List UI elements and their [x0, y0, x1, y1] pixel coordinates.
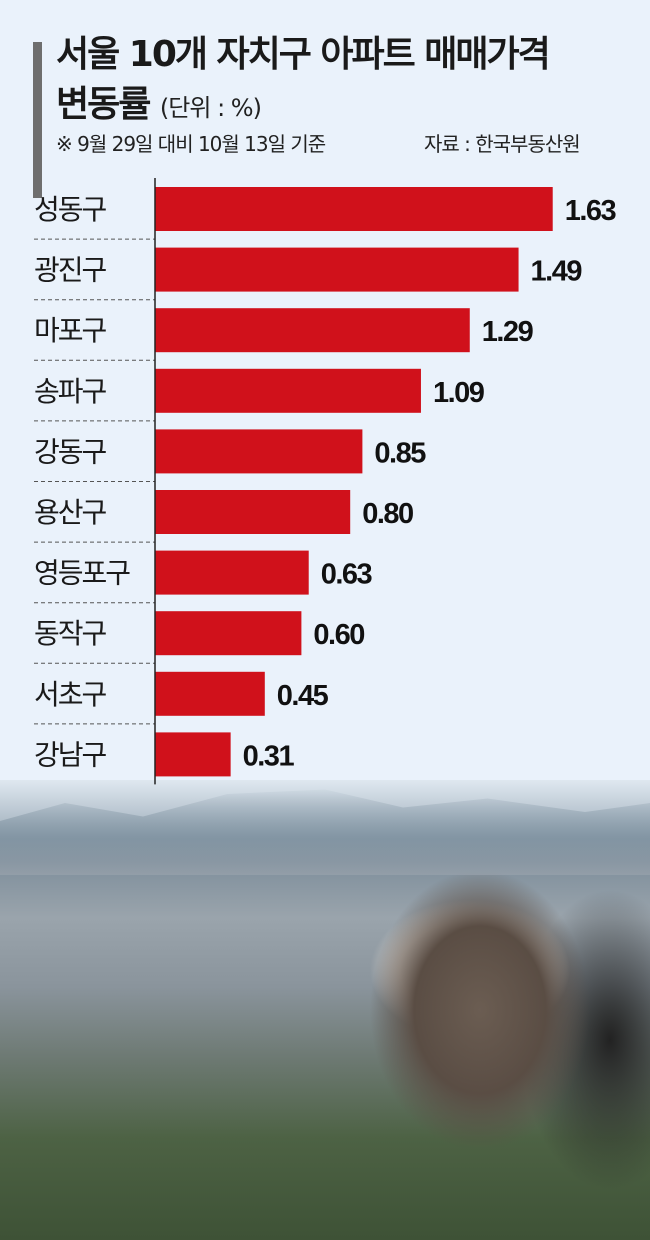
value-label: 0.80 — [362, 498, 413, 530]
date-note: ※ 9월 29일 대비 10월 13일 기준 — [56, 132, 326, 156]
bar-5 — [155, 429, 363, 474]
bar-9 — [155, 671, 265, 716]
category-label: 마포구 — [34, 314, 107, 347]
title-line2: 변동률 (단위 : %) — [56, 80, 549, 133]
category-label: 용산구 — [34, 496, 107, 529]
bar-6 — [155, 490, 351, 534]
chart-title: 서울 10개 자치구 아파트 매매가격 변동률 (단위 : %) — [56, 30, 551, 133]
source-note: 자료 : 한국부동산원 — [424, 132, 581, 156]
title-line1: 서울 10개 자치구 아파트 매매가격 — [56, 34, 551, 75]
title-line2-text: 변동률 — [56, 84, 151, 125]
bar-1 — [155, 187, 553, 231]
category-label: 성동구 — [34, 193, 107, 226]
value-label: 1.09 — [433, 377, 485, 409]
category-label: 강동구 — [34, 435, 107, 468]
category-label: 강남구 — [34, 738, 107, 771]
value-label: 0.45 — [277, 680, 329, 712]
bar-chart: 성동구 1.63 광진구 1.49 마포구 1.29 송파구 1.09 강동구 0.85 용산구 0.… — [34, 178, 618, 785]
bar-7 — [155, 550, 309, 595]
category-label: 서초구 — [34, 678, 107, 711]
category-label: 동작구 — [34, 617, 107, 650]
bar-3 — [155, 308, 470, 353]
bar-8 — [155, 611, 302, 656]
category-label: 광진구 — [34, 254, 107, 287]
unit-label: (단위 : %) — [159, 94, 262, 122]
title-accent-bar — [33, 42, 42, 198]
value-label: 0.31 — [243, 740, 295, 772]
bar-4 — [155, 368, 421, 413]
value-label: 1.63 — [565, 195, 617, 227]
category-label: 영등포구 — [34, 557, 130, 590]
value-label: 1.29 — [482, 316, 534, 348]
value-label: 0.63 — [321, 559, 373, 591]
value-label: 1.49 — [531, 256, 583, 288]
value-label: 0.85 — [374, 437, 426, 469]
bar-2 — [155, 247, 519, 292]
category-label: 송파구 — [34, 375, 107, 408]
value-label: 0.60 — [313, 619, 364, 651]
bar-10 — [155, 732, 231, 777]
